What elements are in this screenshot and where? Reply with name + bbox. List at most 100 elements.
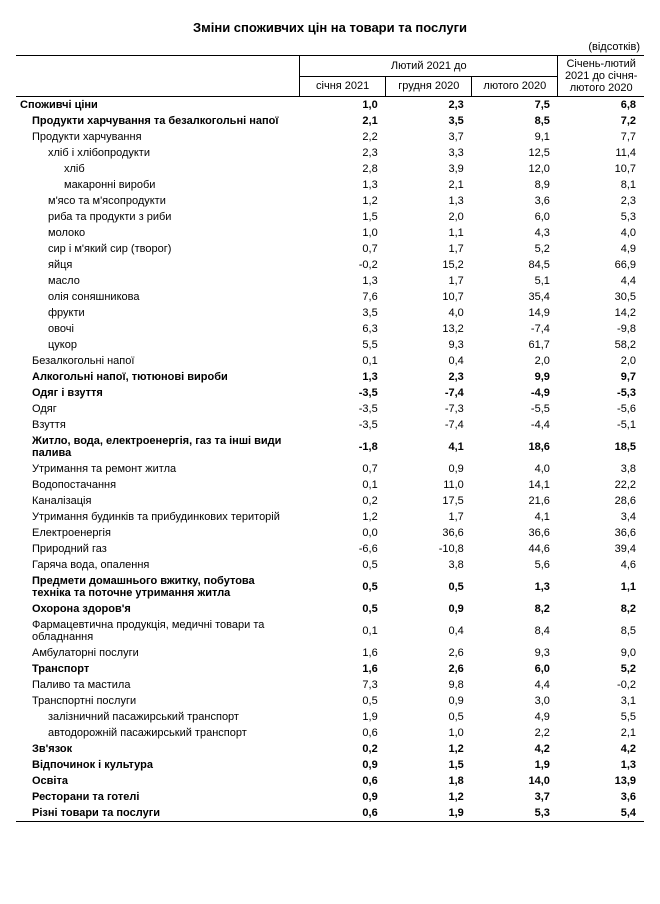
row-value: 35,4 — [472, 289, 558, 305]
row-label: Житло, вода, електроенергія, газ та інші… — [16, 433, 300, 461]
row-label: Утримання будинків та прибудинкових тери… — [16, 509, 300, 525]
row-value: 8,4 — [472, 617, 558, 645]
row-label: Амбулаторні послуги — [16, 645, 300, 661]
table-row: масло1,31,75,14,4 — [16, 273, 644, 289]
table-row: Транспорт1,62,66,05,2 — [16, 661, 644, 677]
row-value: 2,0 — [472, 353, 558, 369]
row-value: -6,6 — [300, 541, 386, 557]
row-value: 1,3 — [472, 573, 558, 601]
row-value: -5,1 — [558, 417, 644, 433]
row-value: 0,1 — [300, 353, 386, 369]
row-label: Гаряча вода, опалення — [16, 557, 300, 573]
row-label: Утримання та ремонт житла — [16, 461, 300, 477]
row-value: 36,6 — [558, 525, 644, 541]
row-value: 9,3 — [472, 645, 558, 661]
table-row: овочі6,313,2-7,4-9,8 — [16, 321, 644, 337]
table-row: Освіта0,61,814,013,9 — [16, 773, 644, 789]
row-value: 36,6 — [472, 525, 558, 541]
row-value: 9,9 — [472, 369, 558, 385]
unit-label: (відсотків) — [16, 41, 644, 53]
table-row: Зв'язок0,21,24,24,2 — [16, 741, 644, 757]
row-value: 14,0 — [472, 773, 558, 789]
row-value: -1,8 — [300, 433, 386, 461]
row-value: 21,6 — [472, 493, 558, 509]
row-label: Безалкогольні напої — [16, 353, 300, 369]
row-value: 17,5 — [386, 493, 472, 509]
row-value: 0,7 — [300, 241, 386, 257]
row-label: Зв'язок — [16, 741, 300, 757]
row-label: залізничний пасажирський транспорт — [16, 709, 300, 725]
table-row: Безалкогольні напої0,10,42,02,0 — [16, 353, 644, 369]
row-value: 1,3 — [558, 757, 644, 773]
row-label: яйця — [16, 257, 300, 273]
row-label: Відпочинок і культура — [16, 757, 300, 773]
row-value: 1,1 — [558, 573, 644, 601]
row-value: 1,9 — [300, 709, 386, 725]
row-value: 2,6 — [386, 661, 472, 677]
table-row: Природний газ-6,6-10,844,639,4 — [16, 541, 644, 557]
row-value: 1,2 — [386, 741, 472, 757]
table-row: Утримання будинків та прибудинкових тери… — [16, 509, 644, 525]
row-value: 12,0 — [472, 161, 558, 177]
row-value: 3,7 — [386, 129, 472, 145]
row-value: 13,2 — [386, 321, 472, 337]
row-value: -7,4 — [386, 417, 472, 433]
row-value: 1,3 — [300, 273, 386, 289]
row-value: 5,1 — [472, 273, 558, 289]
row-label: цукор — [16, 337, 300, 353]
row-value: 3,5 — [386, 113, 472, 129]
row-value: 4,0 — [472, 461, 558, 477]
row-value: 9,1 — [472, 129, 558, 145]
row-value: 2,3 — [386, 97, 472, 114]
row-value: -9,8 — [558, 321, 644, 337]
row-value: 14,1 — [472, 477, 558, 493]
row-label: Паливо та мастила — [16, 677, 300, 693]
row-value: 3,6 — [558, 789, 644, 805]
row-value: 0,5 — [300, 601, 386, 617]
row-value: 3,5 — [300, 305, 386, 321]
row-value: 10,7 — [558, 161, 644, 177]
row-value: 18,5 — [558, 433, 644, 461]
table-row: м'ясо та м'ясопродукти1,21,33,62,3 — [16, 193, 644, 209]
table-row: Продукти харчування2,23,79,17,7 — [16, 129, 644, 145]
row-value: 9,0 — [558, 645, 644, 661]
row-value: 3,9 — [386, 161, 472, 177]
row-value: -10,8 — [386, 541, 472, 557]
row-value: 28,6 — [558, 493, 644, 509]
table-row: Відпочинок і культура0,91,51,91,3 — [16, 757, 644, 773]
row-label: масло — [16, 273, 300, 289]
row-value: 5,3 — [472, 805, 558, 822]
table-row: Алкогольні напої, тютюнові вироби1,32,39… — [16, 369, 644, 385]
row-label: м'ясо та м'ясопродукти — [16, 193, 300, 209]
row-label: Водопостачання — [16, 477, 300, 493]
row-value: 0,5 — [300, 557, 386, 573]
row-value: -3,5 — [300, 385, 386, 401]
row-value: 5,6 — [472, 557, 558, 573]
row-value: 5,2 — [558, 661, 644, 677]
row-label: макаронні вироби — [16, 177, 300, 193]
row-value: 0,9 — [300, 757, 386, 773]
row-value: 3,1 — [558, 693, 644, 709]
row-label: фрукти — [16, 305, 300, 321]
row-value: 0,4 — [386, 353, 472, 369]
table-row: Споживчі ціни1,02,37,56,8 — [16, 97, 644, 114]
row-value: 4,9 — [472, 709, 558, 725]
row-value: -0,2 — [558, 677, 644, 693]
row-value: 36,6 — [386, 525, 472, 541]
row-label: молоко — [16, 225, 300, 241]
row-value: 7,6 — [300, 289, 386, 305]
row-value: 61,7 — [472, 337, 558, 353]
row-value: 0,0 — [300, 525, 386, 541]
row-value: 1,3 — [300, 177, 386, 193]
table-row: олія соняшникова7,610,735,430,5 — [16, 289, 644, 305]
row-value: 6,0 — [472, 661, 558, 677]
row-value: 1,5 — [386, 757, 472, 773]
table-row: Одяг і взуття-3,5-7,4-4,9-5,3 — [16, 385, 644, 401]
table-row: Предмети домашнього вжитку, побутова тех… — [16, 573, 644, 601]
row-value: 5,3 — [558, 209, 644, 225]
table-row: Житло, вода, електроенергія, газ та інші… — [16, 433, 644, 461]
row-value: 2,8 — [300, 161, 386, 177]
table-row: Каналізація0,217,521,628,6 — [16, 493, 644, 509]
table-row: макаронні вироби1,32,18,98,1 — [16, 177, 644, 193]
row-value: 10,7 — [386, 289, 472, 305]
